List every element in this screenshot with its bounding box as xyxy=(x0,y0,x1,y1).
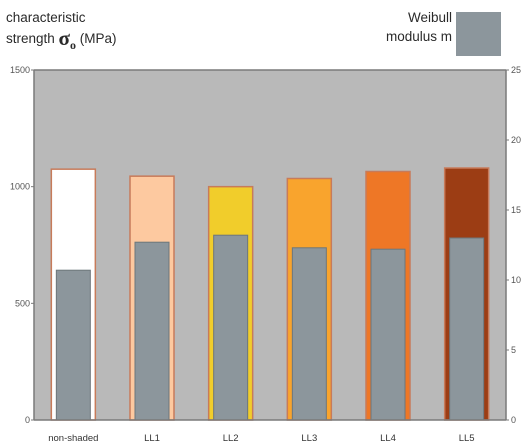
right-tick-label-0: 0 xyxy=(511,415,516,425)
right-tick-label-25: 25 xyxy=(511,65,521,75)
right-axis-title: Weibull modulus m xyxy=(386,8,452,46)
right-axis-title-line1: Weibull xyxy=(407,10,452,25)
category-label-ll2: LL2 xyxy=(223,433,239,444)
left-tick-label-1000: 1000 xyxy=(10,182,30,192)
category-label-ll5: LL5 xyxy=(459,433,475,444)
category-label-ll4: LL4 xyxy=(380,433,396,444)
right-tick-label-20: 20 xyxy=(511,135,521,145)
sigma-symbol: σ xyxy=(58,26,70,50)
weibull-legend-swatch xyxy=(456,12,501,56)
right-tick-label-10: 10 xyxy=(511,275,521,285)
right-tick-label-15: 15 xyxy=(511,205,521,215)
right-axis-title-line2: modulus m xyxy=(385,29,452,44)
left-axis-title-unit: (MPa) xyxy=(75,31,117,46)
left-tick-label-1500: 1500 xyxy=(10,65,30,75)
weibull-bar-ll5 xyxy=(449,237,485,421)
sigma-subscript: o xyxy=(69,38,76,52)
left-axis-title-line2: strength σo (MPa) xyxy=(6,26,117,53)
weibull-bar-ll2 xyxy=(213,234,249,421)
right-tick-label-5: 5 xyxy=(511,345,516,355)
category-label-non-shaded: non-shaded xyxy=(48,433,98,444)
weibull-bar-non-shaded xyxy=(55,269,91,421)
category-label-ll1: LL1 xyxy=(144,433,160,444)
weibull-bar-ll3 xyxy=(291,247,327,421)
left-tick-label-0: 0 xyxy=(25,415,30,425)
left-axis-title-prefix: strength xyxy=(6,31,59,46)
left-axis-title-line1: characteristic xyxy=(6,10,86,25)
category-label-ll3: LL3 xyxy=(301,433,317,444)
weibull-bar-ll1 xyxy=(134,241,170,421)
plot-area xyxy=(34,70,506,420)
left-axis-title: characteristic strength σo (MPa) xyxy=(6,8,117,53)
left-tick-label-500: 500 xyxy=(15,298,30,308)
weibull-bar-ll4 xyxy=(370,248,406,421)
